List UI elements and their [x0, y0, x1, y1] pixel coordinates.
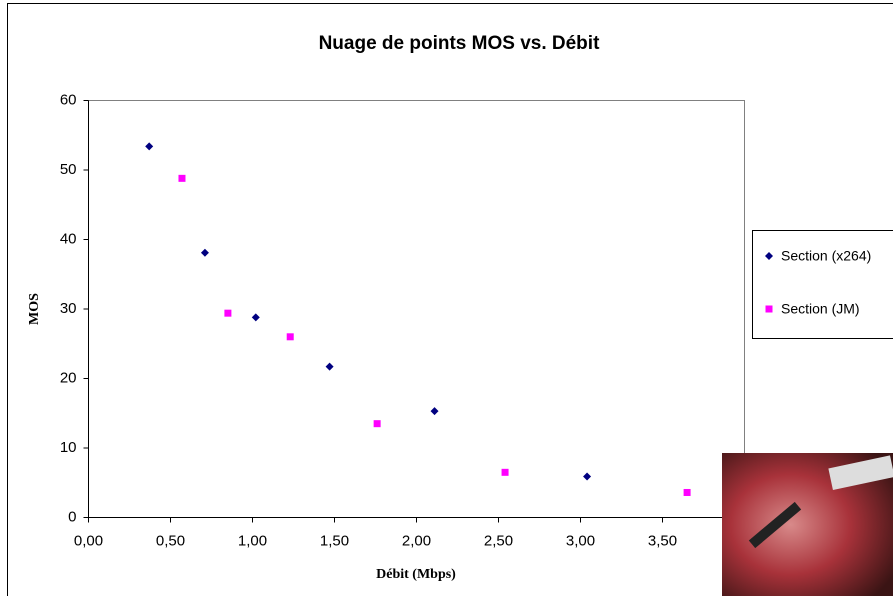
point	[178, 174, 186, 182]
x-tick-label: 2,50	[484, 532, 513, 549]
x-tick-label: 2,00	[402, 532, 431, 549]
legend	[752, 230, 893, 339]
point	[683, 488, 691, 496]
y-tick-label: 40	[60, 230, 77, 247]
x-tick-label: 3,00	[566, 532, 595, 549]
legend-marker	[765, 252, 773, 260]
point	[224, 309, 232, 317]
legend-label: Section (JM)	[781, 301, 860, 317]
chart-border	[7, 3, 893, 596]
thumbnail-instrument	[748, 501, 802, 549]
y-tick-label: 0	[68, 508, 76, 525]
chart-title: Nuage de points MOS vs. Débit	[319, 33, 600, 54]
legend-marker	[765, 305, 773, 313]
plot-area	[88, 100, 745, 518]
legend-label: Section (x264)	[781, 248, 871, 264]
x-tick-label: 1,50	[320, 532, 349, 549]
point	[583, 472, 592, 481]
point	[501, 468, 509, 476]
y-tick-label: 20	[60, 369, 77, 386]
point	[373, 420, 381, 428]
x-tick-label: 0,00	[74, 532, 103, 549]
y-tick-label: 60	[60, 91, 77, 108]
point	[325, 362, 334, 371]
x-axis-title: Débit (Mbps)	[376, 567, 456, 582]
point	[286, 333, 294, 341]
thumbnail-instrument	[828, 455, 893, 490]
point	[430, 407, 439, 416]
x-tick-label: 1,00	[238, 532, 267, 549]
point	[251, 313, 260, 322]
x-tick-label: 3,50	[648, 532, 677, 549]
marks: 0 10 20 30 40 50 60 0,00 0,50 1,00 1,50 2,00 2,50 3,0…	[60, 91, 871, 549]
y-axis-title: MOS	[27, 293, 42, 325]
y-tick-label: 10	[60, 439, 77, 456]
x-tick-label: 0,50	[156, 532, 185, 549]
point	[145, 142, 154, 151]
y-tick-label: 30	[60, 300, 77, 317]
y-tick-label: 50	[60, 161, 77, 178]
point	[200, 248, 209, 257]
